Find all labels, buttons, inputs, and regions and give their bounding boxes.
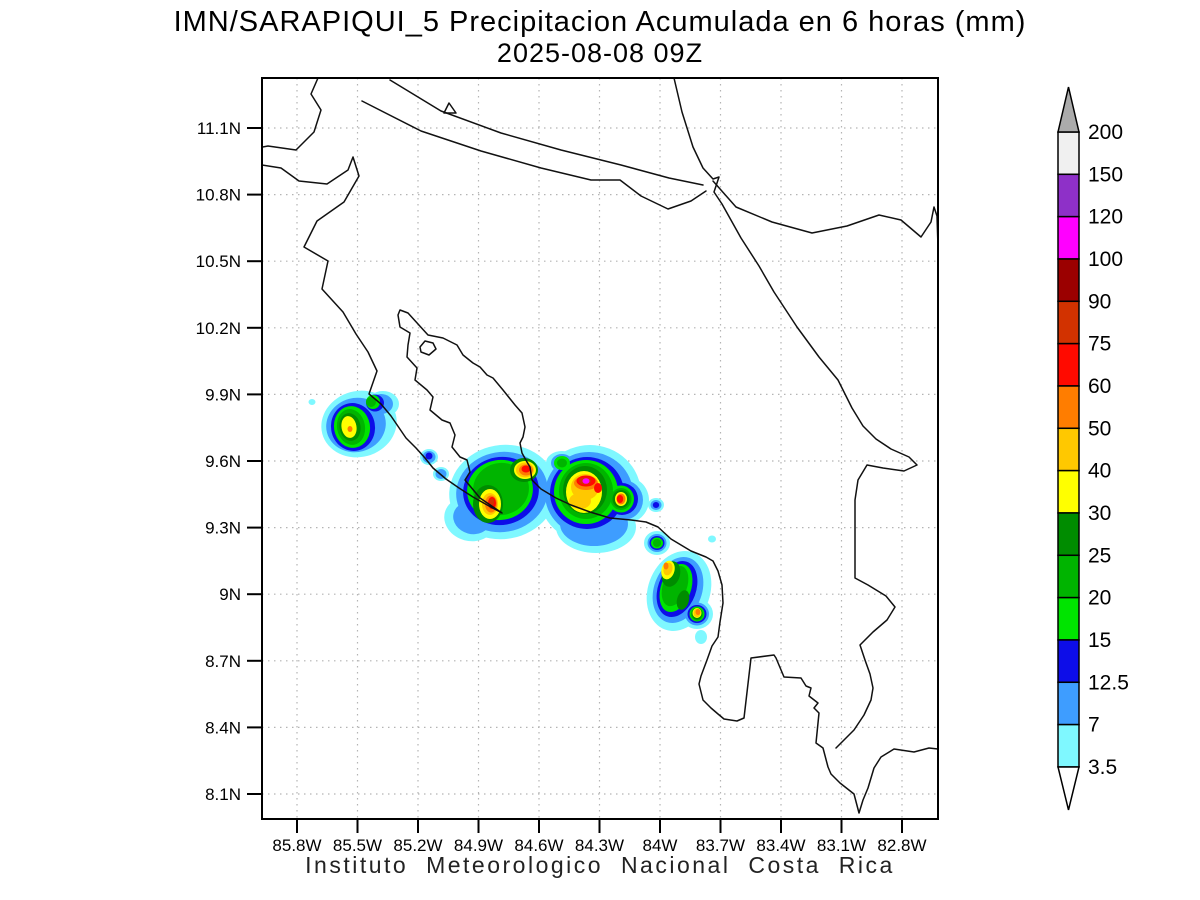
x-tick-label: 84.9W: [454, 836, 503, 855]
precip-shaded-contours: [308, 390, 716, 644]
colorbar-segment: [1057, 427, 1080, 472]
coastline-caribbean: [673, 78, 918, 749]
x-tick-label: 83.1W: [817, 836, 866, 855]
x-tick-label: 83.7W: [696, 836, 745, 855]
colorbar-down-arrow: [1057, 766, 1080, 811]
colorbar-label: 100: [1088, 248, 1123, 271]
colorbar-segment: [1057, 131, 1080, 176]
colorbar-segment: [1057, 215, 1080, 260]
colorbar-segment: [1057, 300, 1080, 345]
colorbar-label: 40: [1088, 460, 1111, 483]
lake-nicaragua-shore-upper: [389, 79, 704, 186]
x-tick-label: 85.5W: [333, 836, 382, 855]
y-tick-label: 9.3N: [205, 519, 241, 538]
colorbar-segment: [1057, 596, 1080, 641]
colorbar-segment: [1057, 469, 1080, 514]
colorbar-segment: [1057, 554, 1080, 599]
colorbar-label: 25: [1088, 544, 1111, 567]
page-title: IMN/SARAPIQUI_5 Precipitacion Acumulada …: [173, 6, 1027, 38]
y-tick-label: 8.7N: [205, 652, 241, 671]
colorbar-label: 7: [1088, 714, 1100, 737]
colorbar-label: 120: [1088, 206, 1123, 229]
x-tick-label: 82.8W: [877, 836, 926, 855]
title-block: IMN/SARAPIQUI_5 Precipitacion Acumulada …: [0, 6, 1200, 69]
colorbar-label: 50: [1088, 417, 1111, 440]
colorbar-segment: [1057, 342, 1080, 387]
colorbar-label: 30: [1088, 502, 1111, 525]
colorbar-segment: [1057, 385, 1080, 430]
island-triangle: [443, 102, 457, 114]
y-tick-label: 8.4N: [205, 718, 241, 737]
colorbar-label: 12.5: [1088, 671, 1129, 694]
colorbar-label: 75: [1088, 333, 1111, 356]
colorbar-label: 20: [1088, 587, 1111, 610]
san-juan-river-lower-bank: [361, 100, 707, 210]
colorbar-label: 60: [1088, 375, 1111, 398]
colorbar-label: 15: [1088, 629, 1111, 652]
y-tick-label: 11.1N: [197, 119, 241, 138]
axis-labels: 85.8W 85.5W 85.2W 84.9W 84.6W 84.3W 84W 83.7W 83…: [196, 119, 927, 855]
coastline-nicaragua-ne: [712, 180, 938, 248]
x-tick-label: 84.6W: [514, 836, 563, 855]
y-tick-label: 9N: [219, 585, 241, 604]
y-tick-label: 10.8N: [196, 186, 241, 205]
y-tick-label: 10.5N: [196, 252, 241, 271]
colorbar-segment: [1057, 173, 1080, 218]
page-subtitle-datetime: 2025-08-08 09Z: [496, 38, 704, 69]
x-tick-label: 84W: [643, 836, 678, 855]
y-tick-label: 9.9N: [205, 385, 241, 404]
coastline-layer: [262, 78, 938, 814]
colorbar-segment: [1057, 723, 1080, 768]
colorbar-segment: [1057, 639, 1080, 684]
y-tick-label: 10.2N: [196, 319, 241, 338]
colorbar: 200 150 120 100 90 75 60 50 40 30 25 20 15 12.5 7 3.5: [1057, 86, 1129, 811]
x-tick-label: 85.2W: [393, 836, 442, 855]
precip-level-100: [582, 478, 590, 484]
colorbar-label: 150: [1088, 163, 1123, 186]
axis-ticks: [247, 127, 903, 833]
x-tick-label: 85.8W: [272, 836, 321, 855]
colorbar-segment: [1057, 258, 1080, 303]
x-tick-label: 83.4W: [756, 836, 805, 855]
footer-attribution: Instituto Meteorologico Nacional Costa R…: [305, 852, 895, 878]
x-tick-label: 84.3W: [575, 836, 624, 855]
colorbar-segment: [1057, 681, 1080, 726]
colorbar-label: 200: [1088, 121, 1123, 144]
colorbar-label: 3.5: [1088, 756, 1117, 779]
inland-lake-outline: [419, 340, 437, 356]
y-tick-label: 8.1N: [205, 785, 241, 804]
colorbar-segment: [1057, 512, 1080, 557]
coastline-pacific: [262, 78, 938, 814]
y-tick-label: 9.6N: [205, 452, 241, 471]
colorbar-up-arrow: [1057, 86, 1080, 133]
colorbar-label: 90: [1088, 290, 1111, 313]
